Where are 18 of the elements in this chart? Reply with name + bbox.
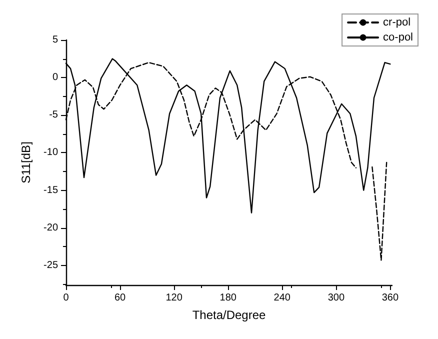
- y-tick-label: -10: [44, 147, 58, 158]
- x-tick-label: 300: [328, 292, 345, 304]
- x-tick-label: 180: [220, 292, 237, 304]
- legend-label: cr-pol: [383, 16, 411, 28]
- y-tick-label: -20: [44, 222, 58, 234]
- x-tick-label: 240: [274, 292, 291, 304]
- y-tick-label: 5: [52, 34, 58, 46]
- x-tick-label: 60: [114, 292, 126, 304]
- legend-label: co-pol: [383, 32, 414, 44]
- y-tick-label: 0: [52, 72, 58, 84]
- y-tick-label: -25: [44, 260, 58, 271]
- y-axis-title: S11[dB]: [19, 142, 33, 184]
- y-tick-label: -5: [49, 110, 58, 121]
- x-tick-label: 120: [166, 292, 183, 304]
- x-tick-label: 360: [382, 292, 399, 304]
- x-axis-title: Theta/Degree: [192, 308, 266, 322]
- y-tick-label: -15: [44, 184, 58, 196]
- x-tick-label: 0: [63, 292, 70, 304]
